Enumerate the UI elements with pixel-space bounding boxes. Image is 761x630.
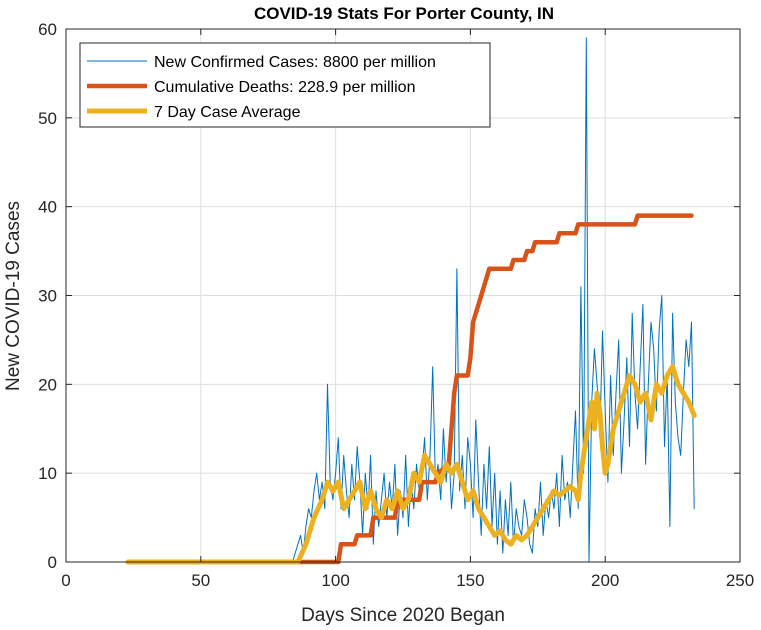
y-tick-label: 60: [38, 20, 57, 39]
y-tick-label: 0: [48, 553, 57, 572]
y-axis-ticks: 0 10 20 30 40 50 60: [38, 20, 740, 572]
x-axis-label: Days Since 2020 Began: [301, 605, 505, 626]
y-tick-label: 20: [38, 375, 57, 394]
legend-entry-seven-day-average-line: 7 Day Case Average: [154, 104, 301, 121]
x-tick-label: 150: [456, 571, 484, 590]
legend-entry-cumulative-deaths-line: Cumulative Deaths: 228.9 per million: [154, 79, 415, 96]
y-axis-label: New COVID-19 Cases: [3, 201, 24, 391]
y-tick-label: 10: [38, 464, 57, 483]
x-tick-label: 0: [61, 571, 70, 590]
x-tick-label: 50: [191, 571, 210, 590]
legend: New Confirmed Cases: 8800 per million Cum…: [79, 42, 491, 128]
y-tick-label: 40: [38, 198, 57, 217]
legend-entry-new-cases-line: New Confirmed Cases: 8800 per million: [154, 54, 436, 71]
x-axis-ticks: 0 50 100 150 200 250: [61, 29, 754, 590]
cumulative-deaths-line: [125, 213, 694, 565]
x-tick-label: 200: [591, 571, 619, 590]
x-tick-label: 250: [726, 571, 754, 590]
y-tick-label: 30: [38, 287, 57, 306]
y-tick-label: 50: [38, 109, 57, 128]
series-layer: [125, 37, 697, 565]
legend-box: [79, 42, 491, 128]
chart-title: COVID-19 Stats For Porter County, IN: [254, 4, 554, 23]
seven-day-average-line: [125, 364, 697, 565]
x-tick-label: 100: [321, 571, 349, 590]
